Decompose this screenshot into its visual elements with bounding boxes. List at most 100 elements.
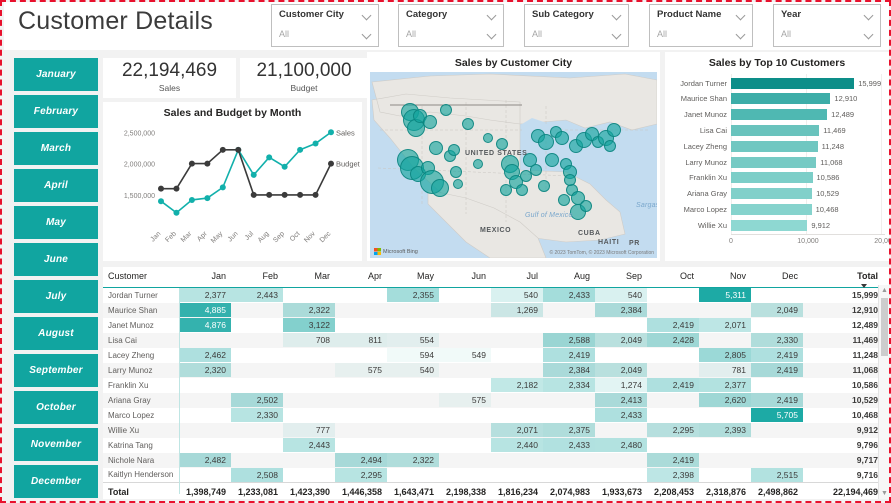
bar-row[interactable]: Lacey Zheng 11,248 (669, 139, 885, 153)
table-header-aug[interactable]: Aug (543, 267, 595, 288)
table-row[interactable]: Larry Munoz 2,320 575 540 2,384 2,049 781 2,419… (103, 362, 883, 378)
month-button-january[interactable]: January (14, 58, 98, 91)
table-row[interactable]: Franklin Xu 2,182 2,334 1,274 2,419 2,377 10,5… (103, 378, 883, 393)
table-row[interactable]: Janet Munoz 4,876 3,122 2,419 2,071 12,489 (103, 318, 883, 333)
table-row[interactable]: Jordan Turner 2,377 2,443 2,355 540 2,433 540 5… (103, 288, 883, 303)
table-row[interactable]: Marco Lopez 2,330 2,433 5,705 10,468 (103, 408, 883, 423)
month-button-march[interactable]: March (14, 132, 98, 165)
table-row[interactable]: Lacey Zheng 2,462 594 549 2,419 2,805 2,419 11,… (103, 348, 883, 363)
month-button-october[interactable]: October (14, 391, 98, 424)
table-row[interactable]: Willie Xu 777 2,071 2,375 2,295 2,393 9,912 (103, 422, 883, 438)
table-header-dec[interactable]: Dec (751, 267, 803, 288)
table-vertical-scrollbar[interactable]: ▲ ▼ (878, 285, 889, 499)
chevron-down-icon[interactable] (363, 11, 372, 20)
map-bubble[interactable] (530, 164, 542, 176)
scroll-up-arrow-icon[interactable]: ▲ (881, 287, 888, 294)
table-row[interactable]: Katrina Tang 2,443 2,440 2,433 2,480 9,796 (103, 438, 883, 453)
map-bubble[interactable] (483, 133, 493, 143)
slicer-customer-city[interactable]: Customer City All (271, 4, 379, 47)
map-bubble[interactable] (440, 104, 452, 116)
map-bubble[interactable] (462, 118, 474, 130)
map-bubble[interactable] (538, 134, 554, 150)
map-bubble[interactable] (450, 166, 462, 178)
month-button-february[interactable]: February (14, 95, 98, 128)
bar-row[interactable]: Larry Munoz 11,068 (669, 155, 885, 169)
bar-row[interactable]: Janet Munoz 12,489 (669, 108, 885, 122)
slicer-sub-category[interactable]: Sub Category All (524, 4, 629, 47)
map-bubble[interactable] (545, 153, 559, 167)
bar-row[interactable]: Marco Lopez 10,468 (669, 202, 885, 216)
map-bubble[interactable] (555, 131, 569, 145)
bar-row[interactable]: Lisa Cai 11,469 (669, 123, 885, 137)
top-customers-bar-chart[interactable]: Sales by Top 10 Customers Jordan Turner 1… (665, 52, 889, 261)
total-row-label: Total (103, 482, 179, 499)
table-header-jun[interactable]: Jun (439, 267, 491, 288)
chevron-down-icon[interactable] (865, 30, 874, 39)
cell-heat-background: 2,502 (231, 393, 283, 407)
bar-row[interactable]: Franklin Xu 10,586 (669, 171, 885, 185)
table-header-apr[interactable]: Apr (335, 267, 387, 288)
slicer-product-name[interactable]: Product Name All (649, 4, 753, 47)
table-header-jul[interactable]: Jul (491, 267, 543, 288)
slicer-year[interactable]: Year All (773, 4, 881, 47)
map-bubble[interactable] (520, 170, 532, 182)
slicer-category[interactable]: Category All (398, 4, 504, 47)
chevron-down-icon[interactable] (737, 30, 746, 39)
map-bubble[interactable] (516, 184, 528, 196)
map-bubble[interactable] (431, 179, 449, 197)
sales-budget-line-chart[interactable]: Sales and Budget by Month 1,500,000 2,000… (103, 102, 362, 261)
month-button-september[interactable]: September (14, 354, 98, 387)
sales-by-city-map[interactable]: Sales by Customer City UNITED STATES MEX… (367, 52, 660, 261)
chevron-down-icon[interactable] (865, 11, 874, 20)
table-header-feb[interactable]: Feb (231, 267, 283, 288)
bar-row[interactable]: Maurice Shan 12,910 (669, 92, 885, 106)
month-button-november[interactable]: November (14, 428, 98, 461)
bar-row[interactable]: Ariana Gray 10,529 (669, 187, 885, 201)
table-header-sep[interactable]: Sep (595, 267, 647, 288)
table-row[interactable]: Nichole Nara 2,482 2,494 2,322 2,419 9,717 (103, 452, 883, 468)
map-bubble[interactable] (473, 159, 483, 169)
month-button-june[interactable]: June (14, 243, 98, 276)
table-header-oct[interactable]: Oct (647, 267, 699, 288)
chevron-down-icon[interactable] (363, 30, 372, 39)
map-bubble[interactable] (538, 180, 550, 192)
chevron-down-icon[interactable] (613, 30, 622, 39)
map-bubble[interactable] (496, 138, 508, 150)
month-button-may[interactable]: May (14, 206, 98, 239)
table-row[interactable]: Kaitlyn Henderson 2,508 2,295 2,398 2,515 9,7… (103, 467, 883, 483)
map-bubble[interactable] (500, 184, 512, 196)
chevron-down-icon[interactable] (488, 11, 497, 20)
map-canvas[interactable]: UNITED STATES MEXICO CUBA HAITI PR Gulf … (370, 72, 657, 258)
chevron-down-icon[interactable] (737, 11, 746, 20)
bar-row[interactable]: Jordan Turner 15,999 (669, 76, 885, 90)
month-button-august[interactable]: August (14, 317, 98, 350)
table-row[interactable]: Maurice Shan 4,885 2,322 1,269 2,384 2,049 12,… (103, 302, 883, 318)
scroll-down-arrow-icon[interactable]: ▼ (881, 490, 888, 497)
table-header-nov[interactable]: Nov (699, 267, 751, 288)
map-bubble[interactable] (558, 194, 570, 206)
table-header-may[interactable]: May (387, 267, 439, 288)
map-bubble[interactable] (448, 144, 460, 156)
table-header-mar[interactable]: Mar (283, 267, 335, 288)
month-slicer-list[interactable]: January February March April May June July Augu… (14, 58, 98, 498)
chevron-down-icon[interactable] (488, 30, 497, 39)
map-bubble[interactable] (429, 141, 443, 155)
bar-row[interactable]: Willie Xu 9,912 (669, 218, 885, 232)
month-button-december[interactable]: December (14, 465, 98, 498)
table-header-total[interactable]: Total (803, 267, 883, 288)
table-header-customer[interactable]: Customer (103, 267, 179, 288)
table-row[interactable]: Lisa Cai 708 811 554 2,588 2,049 2,428 2,330 11,… (103, 332, 883, 348)
map-bubble[interactable] (604, 140, 616, 152)
month-button-april[interactable]: April (14, 169, 98, 202)
scrollbar-thumb[interactable] (881, 298, 888, 356)
customer-matrix-table[interactable]: Customer Jan Feb Mar Apr May Jun Jul Aug Sep Oct No… (103, 267, 889, 499)
chevron-down-icon[interactable] (613, 11, 622, 20)
month-button-july[interactable]: July (14, 280, 98, 313)
map-bubble[interactable] (607, 123, 621, 137)
map-bubble[interactable] (564, 174, 576, 186)
table-header-jan[interactable]: Jan (179, 267, 231, 288)
map-bubble[interactable] (423, 115, 437, 129)
map-bubble[interactable] (580, 200, 592, 212)
table-row[interactable]: Ariana Gray 2,502 575 2,413 2,620 2,419 10,529 (103, 392, 883, 408)
map-bubble[interactable] (453, 179, 463, 189)
